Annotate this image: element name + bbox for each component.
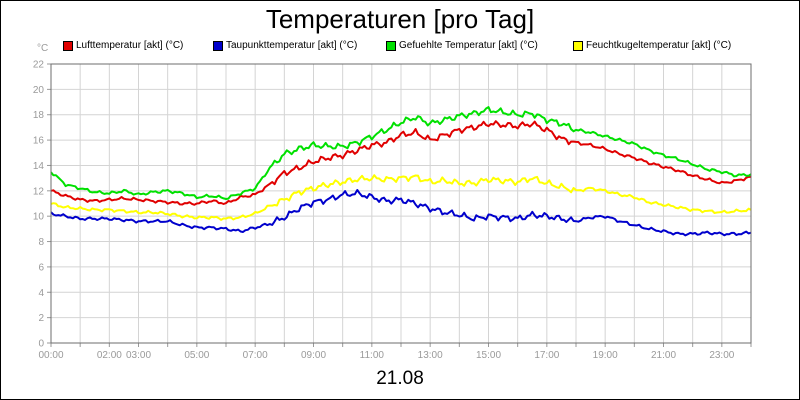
x-tick-label: 15:00 <box>476 350 501 361</box>
chart-title: Temperaturen [pro Tag] <box>265 4 535 34</box>
x-tick-label: 02:00 <box>97 350 122 361</box>
x-tick-label: 11:00 <box>360 350 385 361</box>
y-tick-label: 22 <box>33 60 45 71</box>
legend-swatch-lufttemperatur <box>63 41 73 51</box>
legend-label-feuchtkugeltemperatur: Feuchtkugeltemperatur [akt] (°C) <box>586 40 732 51</box>
x-tick-label: 03:00 <box>126 350 151 361</box>
y-tick-label: 14 <box>33 161 45 172</box>
series-line-0 <box>50 120 752 206</box>
y-tick-label: 4 <box>38 288 44 299</box>
legend-label-lufttemperatur: Lufttemperatur [akt] (°C) <box>76 40 184 51</box>
x-tick-label: 07:00 <box>243 350 268 361</box>
x-tick-label: 13:00 <box>418 350 443 361</box>
legend-swatch-feuchtkugeltemperatur <box>573 41 583 51</box>
series-line-3 <box>50 174 752 221</box>
series-line-1 <box>50 189 752 237</box>
x-axis-date-label: 21.08 <box>376 368 424 389</box>
series-line-2 <box>50 106 752 200</box>
x-tick-label: 05:00 <box>184 350 209 361</box>
y-axis-unit: °C <box>37 43 48 54</box>
legend-swatch-taupunkttemperatur <box>213 41 223 51</box>
y-tick-label: 10 <box>33 212 45 223</box>
x-tick-label: 19:00 <box>593 350 618 361</box>
x-tick-label: 23:00 <box>709 350 734 361</box>
y-tick-label: 16 <box>33 136 45 147</box>
y-tick-label: 0 <box>38 339 44 350</box>
plot-border <box>50 63 752 344</box>
x-tick-label: 09:00 <box>301 350 326 361</box>
x-tick-label: 21:00 <box>651 350 676 361</box>
y-tick-label: 2 <box>38 313 44 324</box>
x-tick-label: 00:00 <box>38 350 63 361</box>
y-tick-label: 18 <box>33 110 45 121</box>
y-tick-label: 20 <box>33 85 45 96</box>
y-tick-label: 6 <box>38 262 44 273</box>
y-tick-label: 8 <box>38 237 44 248</box>
legend-swatch-gefuehlte-temperatur <box>386 41 396 51</box>
y-tick-label: 12 <box>33 186 45 197</box>
x-tick-label: 17:00 <box>534 350 559 361</box>
legend-label-taupunkttemperatur: Taupunkttemperatur [akt] (°C) <box>226 40 358 51</box>
legend-label-gefuehlte-temperatur: Gefuehlte Temperatur [akt] (°C) <box>399 40 538 51</box>
